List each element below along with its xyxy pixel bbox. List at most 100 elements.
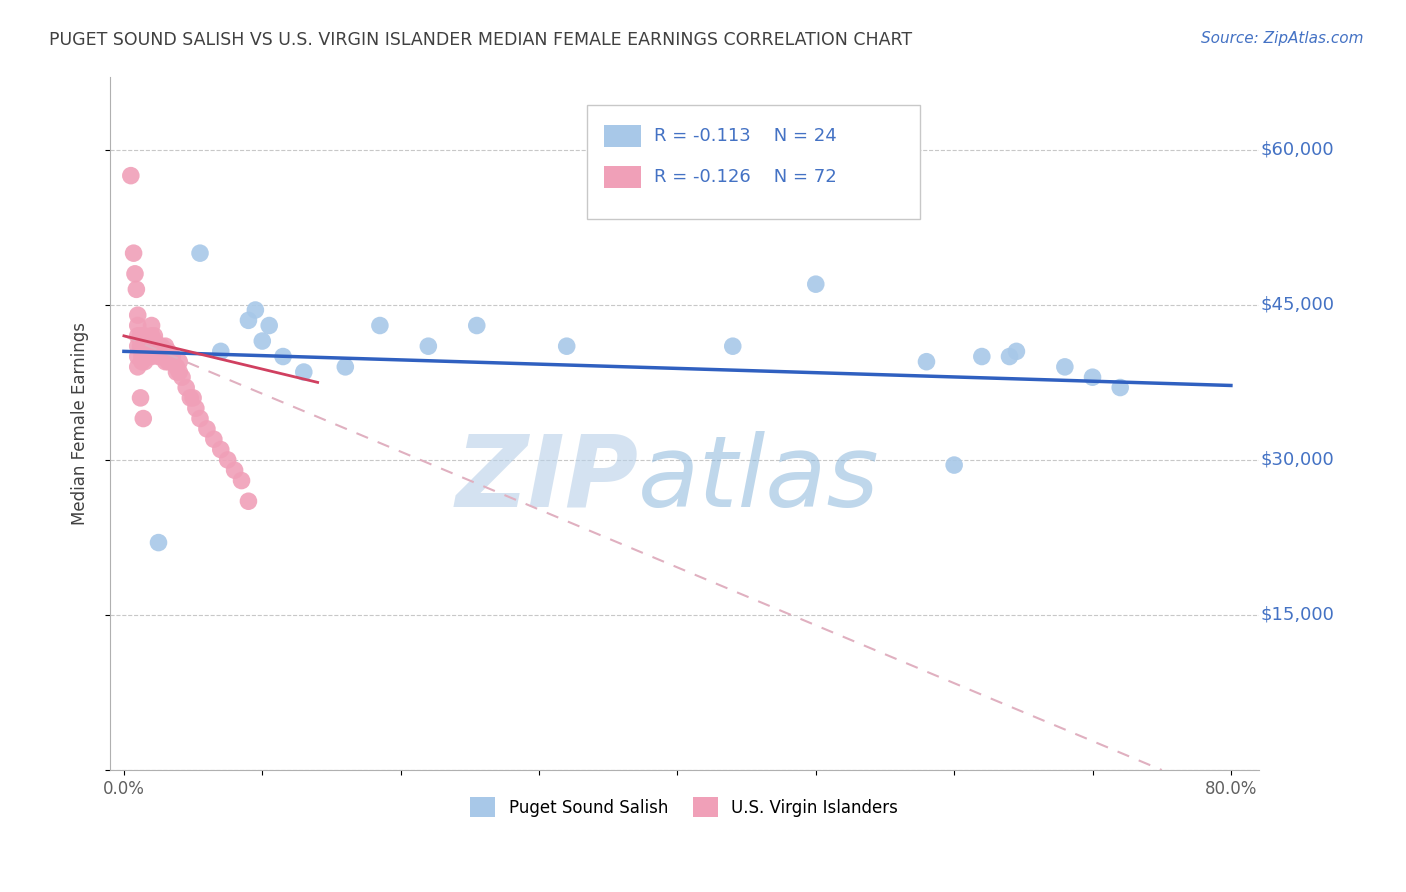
Text: ZIP: ZIP	[456, 431, 638, 528]
Text: $15,000: $15,000	[1261, 606, 1334, 624]
Text: $30,000: $30,000	[1261, 450, 1334, 469]
Point	[141, 344, 163, 359]
Point	[141, 339, 163, 353]
Point	[209, 344, 232, 359]
FancyBboxPatch shape	[605, 125, 641, 146]
Point	[271, 350, 294, 364]
Point	[150, 339, 173, 353]
Point	[145, 339, 167, 353]
Point	[202, 432, 225, 446]
Text: $45,000: $45,000	[1261, 296, 1334, 314]
Point	[162, 354, 184, 368]
Point	[555, 339, 578, 353]
Point	[970, 350, 993, 364]
Point	[184, 401, 207, 416]
Point	[132, 411, 155, 425]
Point	[943, 458, 966, 472]
Point	[224, 463, 246, 477]
Point	[159, 350, 181, 364]
Point	[155, 350, 177, 364]
Point	[152, 344, 174, 359]
Point	[157, 354, 180, 368]
Point	[138, 339, 160, 353]
Point	[124, 267, 146, 281]
Text: atlas: atlas	[638, 431, 880, 528]
Point	[120, 169, 142, 183]
Point	[143, 329, 166, 343]
Point	[257, 318, 280, 333]
Point	[127, 350, 149, 364]
Point	[238, 313, 260, 327]
Point	[134, 344, 156, 359]
Point	[231, 474, 253, 488]
Point	[129, 339, 152, 353]
Point	[155, 354, 177, 368]
Text: Source: ZipAtlas.com: Source: ZipAtlas.com	[1201, 31, 1364, 46]
Point	[292, 365, 315, 379]
Point	[134, 354, 156, 368]
Point	[1005, 344, 1028, 359]
Point	[804, 277, 827, 292]
Point	[135, 344, 157, 359]
Point	[152, 350, 174, 364]
Point	[915, 354, 938, 368]
Point	[148, 339, 170, 353]
Point	[174, 380, 197, 394]
Point	[131, 354, 153, 368]
Point	[134, 350, 156, 364]
Point	[141, 350, 163, 364]
Point	[170, 370, 193, 384]
Point	[129, 329, 152, 343]
Point	[148, 344, 170, 359]
Point	[252, 334, 274, 348]
Point	[368, 318, 391, 333]
Point	[162, 350, 184, 364]
Point	[138, 334, 160, 348]
Point	[141, 318, 163, 333]
Text: $60,000: $60,000	[1261, 141, 1334, 159]
Point	[1081, 370, 1104, 384]
Point	[195, 422, 218, 436]
Point	[188, 411, 211, 425]
Point	[1109, 380, 1132, 394]
Legend: Puget Sound Salish, U.S. Virgin Islanders: Puget Sound Salish, U.S. Virgin Islander…	[464, 790, 905, 824]
Point	[418, 339, 440, 353]
Point	[122, 246, 145, 260]
Point	[129, 391, 152, 405]
Point	[125, 282, 148, 296]
Point	[166, 365, 188, 379]
FancyBboxPatch shape	[605, 166, 641, 188]
Point	[157, 350, 180, 364]
Y-axis label: Median Female Earnings: Median Female Earnings	[72, 322, 89, 525]
Point	[127, 359, 149, 374]
Point	[188, 246, 211, 260]
Text: R = -0.126    N = 72: R = -0.126 N = 72	[654, 169, 837, 186]
Point	[179, 391, 201, 405]
Point	[127, 329, 149, 343]
FancyBboxPatch shape	[586, 105, 920, 219]
Point	[998, 350, 1021, 364]
Point	[245, 303, 267, 318]
Point	[155, 339, 177, 353]
Point	[167, 365, 190, 379]
Point	[167, 354, 190, 368]
Point	[166, 359, 188, 374]
Point	[150, 344, 173, 359]
Point	[155, 344, 177, 359]
Point	[127, 318, 149, 333]
Point	[721, 339, 744, 353]
Point	[138, 350, 160, 364]
Text: R = -0.113    N = 24: R = -0.113 N = 24	[654, 127, 837, 145]
Point	[134, 339, 156, 353]
Point	[150, 350, 173, 364]
Point	[141, 329, 163, 343]
Point	[335, 359, 357, 374]
Point	[135, 339, 157, 353]
Point	[136, 350, 159, 364]
Point	[465, 318, 488, 333]
Point	[127, 339, 149, 353]
Point	[238, 494, 260, 508]
Point	[134, 329, 156, 343]
Point	[127, 308, 149, 322]
Point	[181, 391, 204, 405]
